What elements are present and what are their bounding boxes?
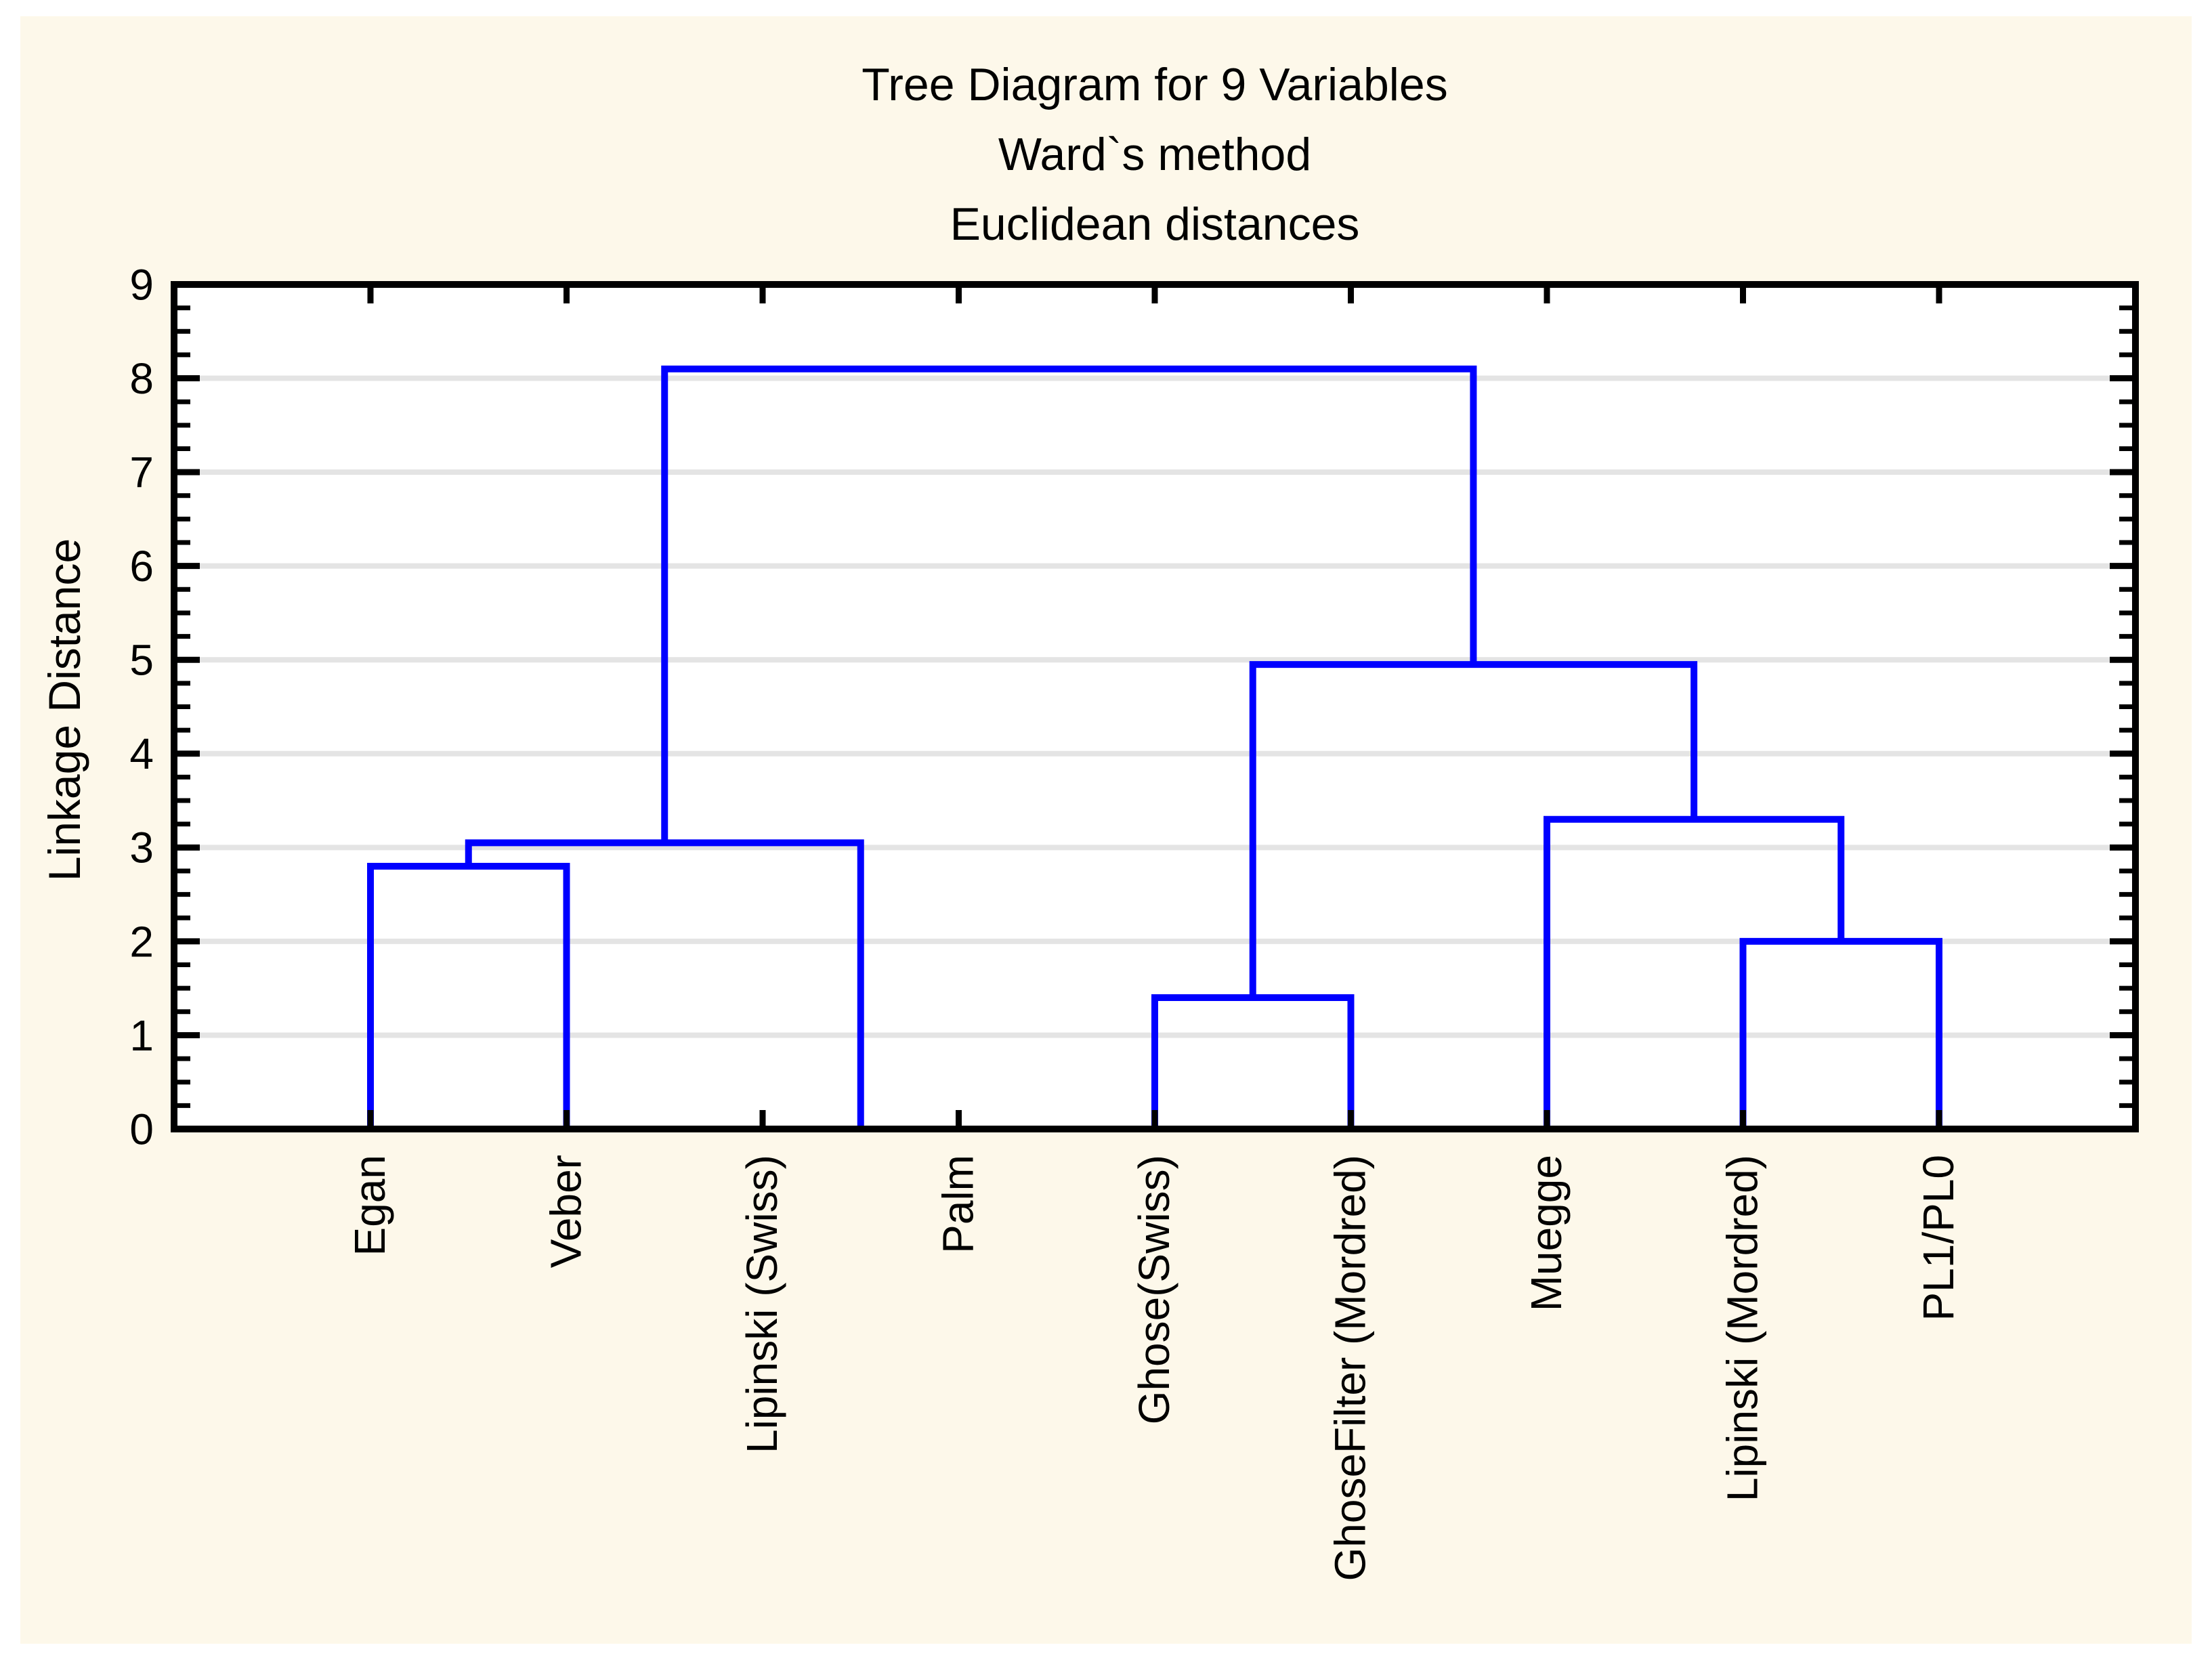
chart-header: Tree Diagram for 9 Variables Ward`s meth…	[174, 50, 2135, 259]
y-tick-label: 4	[129, 729, 154, 778]
plot-background	[174, 284, 2135, 1129]
y-tick-label: 9	[129, 260, 154, 309]
y-axis-title: Linkage Distance	[39, 538, 89, 881]
chart-subtitle-method: Ward`s method	[998, 129, 1312, 180]
chart-subtitle-distance: Euclidean distances	[950, 198, 1360, 250]
x-axis-leaf-label: Palm	[934, 1155, 983, 1254]
x-axis-leaf-label: Ghose(Swiss)	[1130, 1155, 1178, 1424]
x-axis-leaf-label: GhoseFilter (Mordred)	[1326, 1155, 1375, 1581]
x-axis-leaf-label: Lipinski (Swiss)	[738, 1155, 786, 1453]
dendrogram-link	[661, 365, 1477, 843]
y-tick-label: 1	[129, 1011, 154, 1060]
dendrogram-link	[1544, 815, 1845, 1129]
axis-labels-layer: 0 1 2 3 4 5 6 7 8 9 Egan Veber Lipinski (Swiss) Palm G…	[129, 260, 1963, 1581]
tick-marks-layer	[174, 281, 2135, 1132]
x-axis-leaf-label: Muegge	[1522, 1155, 1571, 1311]
dendrogram-link	[1739, 937, 1942, 1129]
x-axis-leaf-label: Veber	[542, 1155, 591, 1268]
chart-title: Tree Diagram for 9 Variables	[862, 59, 1448, 110]
y-tick-label: 3	[129, 824, 154, 872]
y-tick-label: 8	[129, 354, 154, 403]
y-tick-label: 5	[129, 636, 154, 685]
x-axis-leaf-label: Egan	[345, 1155, 394, 1256]
dendrogram-links-layer	[367, 365, 1942, 1132]
y-tick-label: 0	[129, 1105, 154, 1153]
gridlines-layer	[174, 284, 2135, 1129]
x-axis-leaf-label: Lipinski (Mordred)	[1718, 1155, 1767, 1502]
x-axis-leaf-label: PL1/PL0	[1914, 1155, 1963, 1321]
y-tick-label: 7	[129, 448, 154, 497]
y-tick-label: 6	[129, 542, 154, 591]
y-tick-label: 2	[129, 917, 154, 966]
dendrogram-link	[465, 839, 864, 1129]
